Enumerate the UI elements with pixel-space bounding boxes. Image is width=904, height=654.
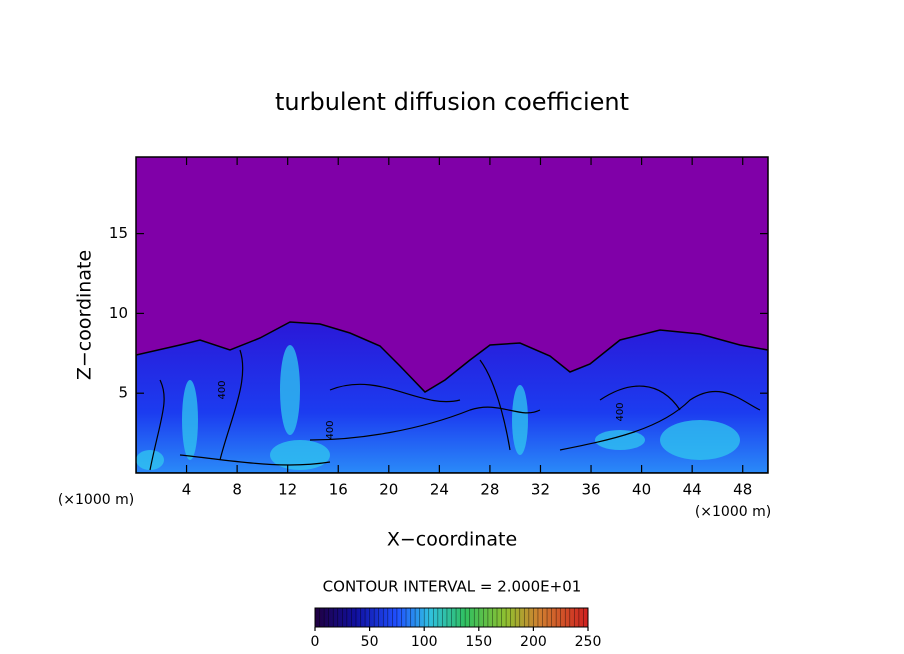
- x-tick-label: 16: [329, 481, 348, 499]
- colorbar-tick-label: 150: [465, 634, 492, 650]
- colorbar-tick-label: 250: [575, 634, 602, 650]
- x-tick-label: 8: [232, 481, 242, 499]
- x-tick-label: 24: [430, 481, 449, 499]
- high-patches: [136, 345, 740, 470]
- contour-label: 400: [325, 420, 336, 439]
- contour-interval: CONTOUR INTERVAL = 2.000E+01: [323, 578, 582, 596]
- x-unit-label: (×1000 m): [695, 504, 771, 520]
- y-tick-label: 5: [118, 384, 128, 402]
- x-tick-label: 12: [278, 481, 297, 499]
- x-tick-label: 28: [480, 481, 499, 499]
- colorbar-tick-label: 100: [411, 634, 438, 650]
- colorbar-tick-label: 0: [311, 634, 320, 650]
- chart-title: turbulent diffusion coefficient: [275, 88, 629, 116]
- colorbar-tick-label: 50: [361, 634, 379, 650]
- x-axis-label: X−coordinate: [387, 529, 517, 551]
- contour-label: 400: [217, 380, 228, 399]
- x-tick-label: 44: [683, 481, 702, 499]
- plot-frame: [135, 156, 769, 474]
- y-tick-label: 15: [109, 224, 128, 242]
- contour-lines: [149, 349, 761, 471]
- x-tick-label: 36: [581, 481, 600, 499]
- y-tick-label: 10: [109, 304, 128, 322]
- x-tick-label: 48: [733, 481, 752, 499]
- x-tick-label: 32: [531, 481, 550, 499]
- colorbar-tick-label: 200: [520, 634, 547, 650]
- y-axis-label: Z−coordinate: [74, 250, 96, 380]
- contour-label: 400: [615, 402, 626, 421]
- x-tick-label: 4: [182, 481, 192, 499]
- field: [136, 157, 768, 473]
- y-unit-label: (×1000 m): [58, 492, 134, 508]
- x-tick-label: 40: [632, 481, 651, 499]
- x-tick-label: 20: [379, 481, 398, 499]
